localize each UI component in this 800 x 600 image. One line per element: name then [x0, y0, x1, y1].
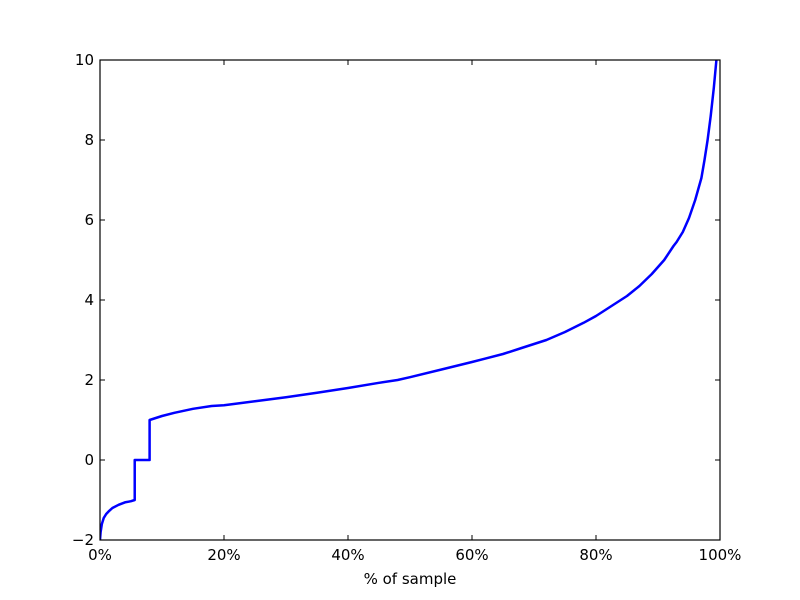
y-tick-label: −2 — [72, 531, 94, 549]
y-tick-label: 6 — [84, 211, 94, 229]
y-tick-label: 8 — [84, 131, 94, 149]
plot-frame — [99, 59, 721, 541]
series-line — [100, 60, 718, 540]
y-tick-label: 4 — [84, 291, 94, 309]
x-axis-label: % of sample — [364, 570, 457, 588]
x-tick-label: 0% — [88, 546, 112, 564]
x-tick-label: 40% — [331, 546, 364, 564]
plot-background — [100, 60, 720, 540]
x-tick-label: 80% — [579, 546, 612, 564]
y-tick-label: 2 — [84, 371, 94, 389]
y-tick-label: 0 — [84, 451, 94, 469]
y-tick-label: 10 — [75, 51, 94, 69]
x-tick-label: 60% — [455, 546, 488, 564]
x-tick-label: 100% — [699, 546, 742, 564]
x-tick-label: 20% — [207, 546, 240, 564]
